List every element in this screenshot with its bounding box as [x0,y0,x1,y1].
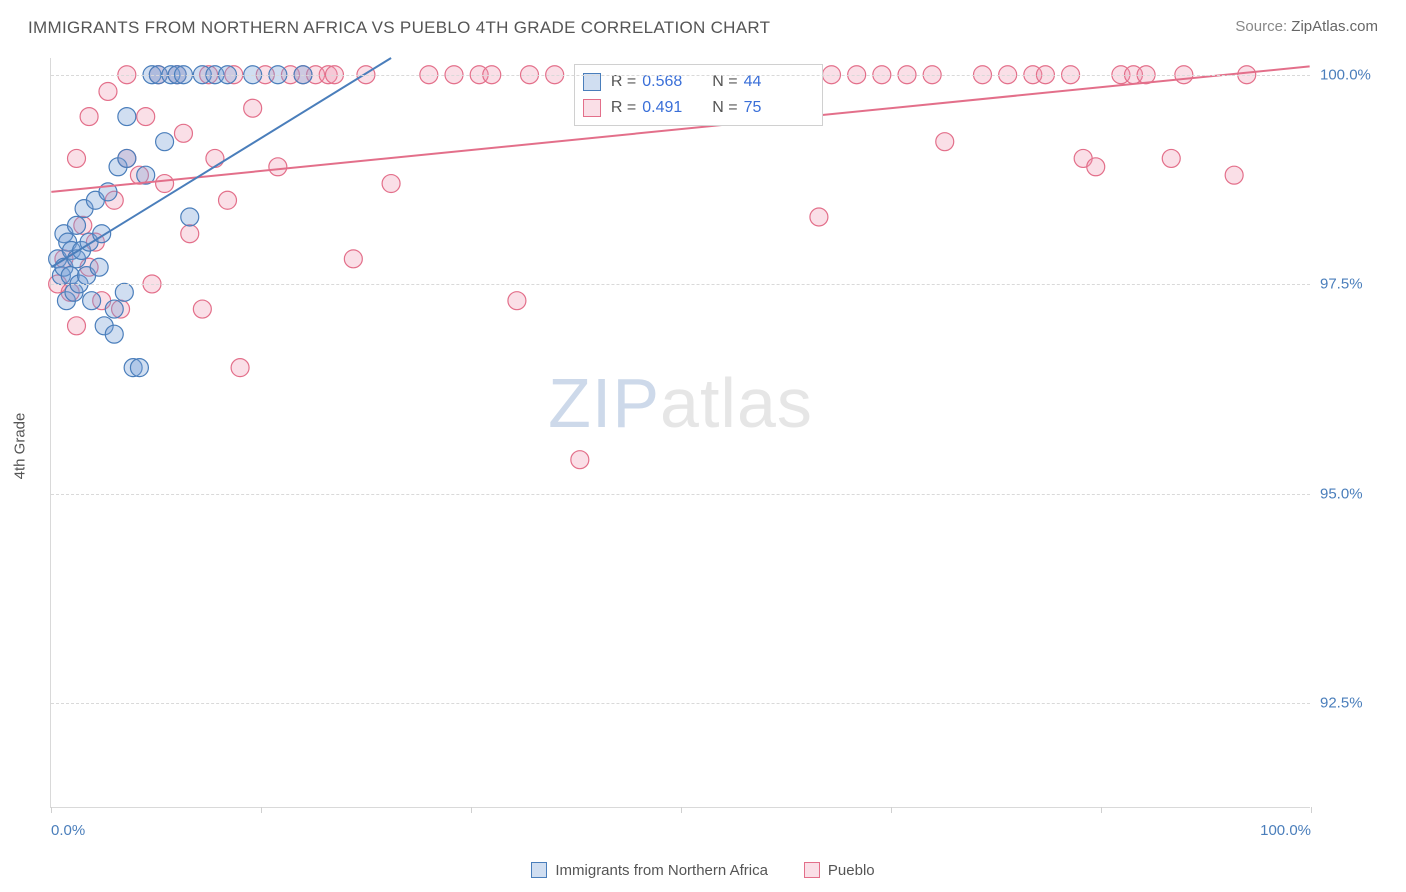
data-point [1162,149,1180,167]
scatter-svg [51,58,1310,807]
data-point [206,149,224,167]
gridline [51,703,1310,704]
stat-r-label: R = [611,69,636,95]
data-point [130,359,148,377]
legend: Immigrants from Northern Africa Pueblo [0,862,1406,883]
stat-n-label: N = [712,95,737,121]
x-tick-label: 100.0% [1260,822,1311,839]
x-tick [891,807,892,813]
y-tick-label: 97.5% [1320,276,1390,293]
data-point [174,124,192,142]
stat-r-value: 0.568 [642,69,694,95]
data-point [156,133,174,151]
legend-swatch [531,862,547,878]
legend-item: Pueblo [804,862,875,879]
y-tick-label: 100.0% [1320,66,1390,83]
stat-n-label: N = [712,69,737,95]
legend-label: Pueblo [828,862,875,879]
data-point [810,208,828,226]
data-point [105,300,123,318]
data-point [90,258,108,276]
data-point [181,208,199,226]
y-axis-title: 4th Grade [12,413,29,480]
data-point [137,108,155,126]
gridline [51,494,1310,495]
stats-row: R =0.491 N = 75 [583,95,814,121]
data-point [118,149,136,167]
stat-n-value: 75 [744,95,796,121]
data-point [68,216,86,234]
data-point [1087,158,1105,176]
data-point [99,82,117,100]
correlation-stats-box: R =0.568 N = 44 R =0.491 N = 75 [574,64,823,126]
chart-title: IMMIGRANTS FROM NORTHERN AFRICA VS PUEBL… [28,18,770,38]
stats-row: R =0.568 N = 44 [583,69,814,95]
data-point [83,292,101,310]
gridline [51,75,1310,76]
source-label: Source: [1235,18,1291,35]
legend-swatch [583,99,601,117]
data-point [571,451,589,469]
data-point [508,292,526,310]
x-tick [51,807,52,813]
x-tick [261,807,262,813]
x-tick [681,807,682,813]
data-point [156,175,174,193]
legend-swatch [804,862,820,878]
data-point [269,158,287,176]
y-tick-label: 95.0% [1320,485,1390,502]
data-point [219,191,237,209]
stat-r-label: R = [611,95,636,121]
plot-area: ZIPatlas R =0.568N =44R =0.491N =75 92.5… [50,58,1310,808]
x-tick [471,807,472,813]
data-point [80,108,98,126]
x-tick-label: 0.0% [51,822,85,839]
data-point [115,283,133,301]
data-point [231,359,249,377]
data-point [68,149,86,167]
data-point [181,225,199,243]
source-value: ZipAtlas.com [1291,18,1378,35]
data-point [1225,166,1243,184]
stat-n-value: 44 [744,69,796,95]
x-tick [1101,807,1102,813]
data-point [118,108,136,126]
y-tick-label: 92.5% [1320,695,1390,712]
legend-label: Immigrants from Northern Africa [555,862,768,879]
legend-item: Immigrants from Northern Africa [531,862,768,879]
data-point [68,317,86,335]
data-point [105,325,123,343]
data-point [244,99,262,117]
gridline [51,284,1310,285]
x-tick [1311,807,1312,813]
stat-r-value: 0.491 [642,95,694,121]
data-point [193,300,211,318]
source-attribution: Source: ZipAtlas.com [1235,18,1378,35]
data-point [936,133,954,151]
data-point [382,175,400,193]
data-point [344,250,362,268]
